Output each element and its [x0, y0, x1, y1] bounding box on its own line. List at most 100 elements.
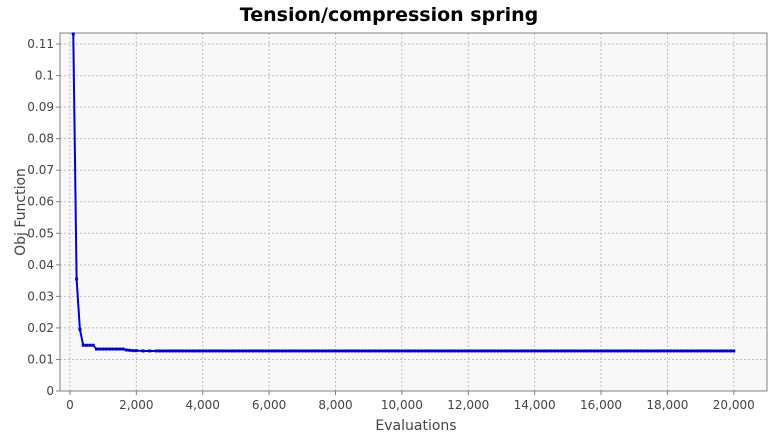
data-point [327, 349, 331, 353]
data-point [539, 349, 543, 353]
data-point [297, 349, 301, 353]
y-axis-label: Obj Function [13, 168, 29, 256]
data-point [131, 349, 135, 353]
data-point [669, 349, 673, 353]
data-point [85, 343, 89, 347]
data-point [161, 349, 165, 353]
data-point [101, 347, 105, 351]
data-point [244, 349, 248, 353]
data-point [453, 349, 457, 353]
data-point [609, 349, 613, 353]
data-point [526, 349, 530, 353]
data-point [430, 349, 434, 353]
data-point [576, 349, 580, 353]
data-point [470, 349, 474, 353]
x-tick-label: 8,000 [318, 398, 352, 412]
data-point [619, 349, 623, 353]
data-point [397, 349, 401, 353]
data-point [387, 349, 391, 353]
x-tick-label: 4,000 [186, 398, 220, 412]
data-point [685, 349, 689, 353]
data-point [164, 349, 168, 353]
y-tick-label: 0.11 [27, 37, 54, 51]
data-point [300, 349, 304, 353]
y-tick-label: 0.04 [27, 258, 54, 272]
data-point [420, 349, 424, 353]
data-point [227, 349, 231, 353]
data-point [207, 349, 211, 353]
data-point [367, 349, 371, 353]
data-point [347, 349, 351, 353]
data-point [237, 349, 241, 353]
x-tick-label: 12,000 [447, 398, 489, 412]
data-point [310, 349, 314, 353]
data-point [377, 349, 381, 353]
data-point [134, 349, 138, 353]
y-tick-label: 0.07 [27, 163, 54, 177]
data-point [174, 349, 178, 353]
y-tick-label: 0.09 [27, 100, 54, 114]
data-point [612, 349, 616, 353]
data-point [324, 349, 328, 353]
data-point [728, 349, 732, 353]
data-point [589, 349, 593, 353]
y-tick-label: 0.01 [27, 352, 54, 366]
data-point [314, 349, 318, 353]
data-point [483, 349, 487, 353]
data-point [181, 349, 185, 353]
data-point [234, 349, 238, 353]
data-point [98, 347, 102, 351]
x-tick-label: 14,000 [514, 398, 556, 412]
data-point [91, 343, 95, 347]
data-point [639, 349, 643, 353]
data-point [652, 349, 656, 353]
x-tick-label: 0 [66, 398, 74, 412]
data-point [629, 349, 633, 353]
data-point [124, 348, 128, 352]
data-point [277, 349, 281, 353]
data-point [426, 349, 430, 353]
y-tick-label: 0.1 [35, 69, 54, 83]
data-point [719, 349, 723, 353]
data-point [486, 349, 490, 353]
data-point [350, 349, 354, 353]
data-point [446, 349, 450, 353]
data-point [642, 349, 646, 353]
plot-frame [59, 32, 768, 392]
plot-area [60, 33, 767, 391]
data-point [254, 349, 258, 353]
data-point [695, 349, 699, 353]
x-axis-label: Evaluations [375, 418, 456, 434]
data-point [294, 349, 298, 353]
data-point [111, 347, 115, 351]
data-point [712, 349, 716, 353]
data-point [702, 349, 706, 353]
data-point [353, 349, 357, 353]
data-point [596, 349, 600, 353]
data-point [503, 349, 507, 353]
data-point [519, 349, 523, 353]
data-point [260, 349, 264, 353]
data-point [241, 349, 245, 353]
data-point [460, 349, 464, 353]
data-point [274, 349, 278, 353]
data-point [380, 349, 384, 353]
data-point [602, 349, 606, 353]
data-point [675, 349, 679, 353]
data-point [373, 349, 377, 353]
data-point [403, 349, 407, 353]
data-point [679, 349, 683, 353]
data-point [154, 349, 158, 353]
data-point [705, 349, 709, 353]
data-point [476, 349, 480, 353]
axes: 0 2,000 4,000 6,000 8,000 10,000 12,000 14,000 1… [27, 32, 768, 412]
data-point [357, 349, 361, 353]
data-point [114, 347, 118, 351]
data-point [563, 349, 567, 353]
data-point [632, 349, 636, 353]
data-point [556, 349, 560, 353]
data-point [682, 349, 686, 353]
data-point [655, 349, 659, 353]
data-point [509, 349, 513, 353]
data-point [267, 349, 271, 353]
